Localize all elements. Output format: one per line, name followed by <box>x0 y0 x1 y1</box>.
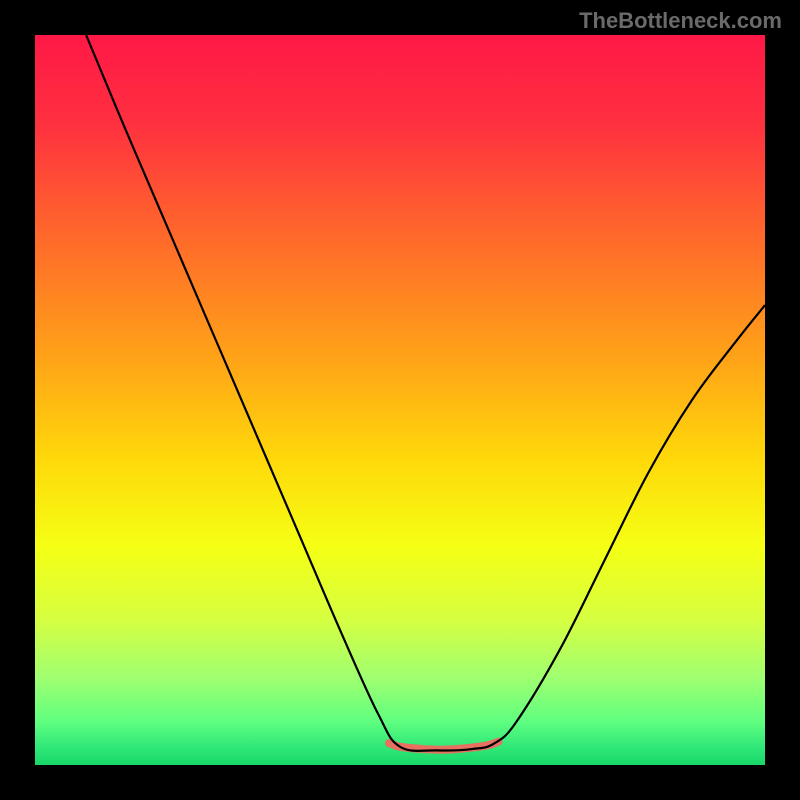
bottleneck-chart <box>35 35 765 765</box>
chart-container: TheBottleneck.com <box>0 0 800 800</box>
chart-background <box>35 35 765 765</box>
watermark-text: TheBottleneck.com <box>579 8 782 34</box>
